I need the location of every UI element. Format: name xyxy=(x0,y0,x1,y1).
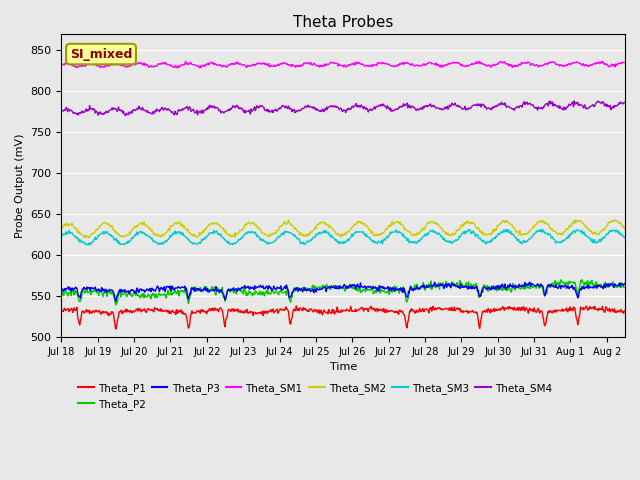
Theta_SM4 xyxy=(122,113,129,119)
Title: Theta Probes: Theta Probes xyxy=(293,15,394,30)
Theta_SM3 xyxy=(401,235,408,240)
Theta_P1 xyxy=(58,308,65,314)
Theta_P3 xyxy=(112,299,120,304)
Line: Theta_SM3: Theta_SM3 xyxy=(61,229,625,245)
Theta_SM1 xyxy=(92,62,100,68)
Theta_SM2 xyxy=(486,230,493,236)
Theta_SM2 xyxy=(58,225,65,231)
Theta_SM1 xyxy=(58,62,65,68)
Theta_P2 xyxy=(621,284,629,290)
Theta_P3 xyxy=(621,280,629,286)
Theta_P2 xyxy=(543,287,551,292)
Theta_P3 xyxy=(385,288,393,293)
Theta_SM1 xyxy=(174,65,182,71)
Theta_SM3 xyxy=(417,237,425,242)
Theta_SM3 xyxy=(486,240,493,245)
Theta_P2 xyxy=(112,302,120,308)
Theta_P1 xyxy=(92,307,100,313)
Line: Theta_P3: Theta_P3 xyxy=(61,282,625,301)
Theta_SM4 xyxy=(58,108,65,113)
Theta_P1 xyxy=(418,308,426,314)
Theta_SM4 xyxy=(486,106,493,112)
Theta_SM1 xyxy=(621,60,629,65)
Theta_SM4 xyxy=(570,98,578,104)
Theta_SM3 xyxy=(544,232,552,238)
Theta_SM2 xyxy=(401,227,408,232)
Line: Theta_SM4: Theta_SM4 xyxy=(61,101,625,116)
Theta_P2 xyxy=(486,284,493,290)
Theta_SM4 xyxy=(543,101,551,107)
Theta_P1 xyxy=(401,314,409,320)
Theta_SM3 xyxy=(58,233,65,239)
Y-axis label: Probe Output (mV): Probe Output (mV) xyxy=(15,133,25,238)
Theta_P2 xyxy=(417,285,425,291)
Theta_P2 xyxy=(578,277,586,283)
Theta_P3 xyxy=(92,287,100,293)
Theta_P2 xyxy=(385,291,393,297)
Theta_SM4 xyxy=(92,108,100,114)
Theta_SM1 xyxy=(486,63,494,69)
Theta_SM4 xyxy=(621,100,629,106)
Theta_P3 xyxy=(58,286,65,291)
Theta_SM1 xyxy=(401,60,408,66)
Theta_SM2 xyxy=(621,226,629,232)
Theta_P3 xyxy=(486,285,493,291)
Theta_SM2 xyxy=(543,221,551,227)
Theta_SM4 xyxy=(385,107,393,112)
Theta_P3 xyxy=(417,283,425,289)
Theta_P2 xyxy=(401,285,408,291)
Theta_P1 xyxy=(544,309,552,314)
Line: Theta_SM2: Theta_SM2 xyxy=(61,220,625,238)
Theta_SM2 xyxy=(417,228,425,234)
Theta_SM3 xyxy=(93,236,100,241)
Theta_SM2 xyxy=(385,223,393,228)
Theta_SM3 xyxy=(621,234,629,240)
Theta_SM3 xyxy=(502,227,509,232)
Theta_P3 xyxy=(401,286,408,292)
Theta_SM2 xyxy=(611,217,618,223)
Theta_SM1 xyxy=(475,59,483,64)
Theta_P3 xyxy=(526,279,534,285)
X-axis label: Time: Time xyxy=(330,362,357,372)
Legend: Theta_P1, Theta_P2, Theta_P3, Theta_SM1, Theta_SM2, Theta_SM3, Theta_SM4: Theta_P1, Theta_P2, Theta_P3, Theta_SM1,… xyxy=(74,378,556,414)
Text: SI_mixed: SI_mixed xyxy=(70,48,132,60)
Theta_SM4 xyxy=(401,102,408,108)
Theta_SM4 xyxy=(417,106,425,112)
Line: Theta_P2: Theta_P2 xyxy=(61,280,625,305)
Theta_SM2 xyxy=(81,235,89,240)
Theta_SM1 xyxy=(385,62,393,68)
Theta_P1 xyxy=(112,326,120,332)
Theta_P2 xyxy=(58,293,65,299)
Theta_SM1 xyxy=(417,62,425,68)
Theta_P1 xyxy=(621,308,629,313)
Theta_SM3 xyxy=(385,232,393,238)
Theta_P3 xyxy=(544,282,552,288)
Line: Theta_P1: Theta_P1 xyxy=(61,306,625,329)
Theta_P1 xyxy=(387,309,394,314)
Theta_P1 xyxy=(292,303,300,309)
Theta_SM3 xyxy=(84,242,92,248)
Theta_P2 xyxy=(92,287,100,292)
Line: Theta_SM1: Theta_SM1 xyxy=(61,61,625,68)
Theta_SM1 xyxy=(544,60,552,65)
Theta_SM2 xyxy=(93,227,100,232)
Theta_P1 xyxy=(486,310,494,316)
